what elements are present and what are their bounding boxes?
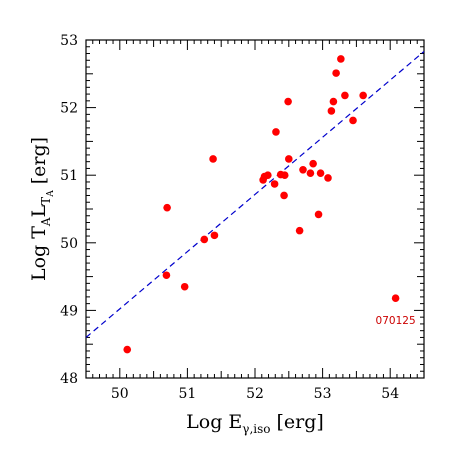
- y-tick-label: 51: [60, 168, 78, 184]
- data-point: [349, 116, 357, 125]
- x-tick-label: 54: [381, 386, 399, 402]
- data-point: [162, 271, 171, 280]
- y-tick-label: 53: [60, 33, 78, 49]
- data-point: [337, 55, 345, 63]
- data-point: [272, 128, 280, 136]
- data-point: [180, 282, 189, 291]
- data-point: [264, 171, 272, 179]
- x-tick-label: 51: [178, 386, 196, 402]
- data-point: [280, 191, 288, 200]
- y-axis-title: Log TALTA[erg]: [28, 137, 56, 281]
- y-tick-label: 50: [60, 236, 78, 252]
- y-tick-label: 52: [60, 101, 78, 117]
- data-point: [285, 155, 293, 163]
- data-point: [299, 165, 307, 174]
- data-point: [327, 107, 336, 115]
- data-point: [284, 97, 292, 106]
- data-points: [123, 55, 400, 354]
- data-point: [314, 210, 323, 219]
- data-point: [200, 235, 209, 244]
- data-point: [324, 174, 332, 182]
- data-point: [209, 155, 217, 163]
- plot-frame: [85, 39, 425, 379]
- fit-line: [85, 51, 425, 338]
- data-point: [210, 231, 219, 240]
- data-point: [270, 180, 279, 188]
- annotation-label: 070125: [376, 315, 416, 327]
- data-point: [341, 91, 349, 100]
- data-point: [391, 294, 400, 303]
- data-point: [163, 203, 171, 212]
- y-tick-label: 49: [60, 303, 78, 319]
- data-point: [316, 169, 325, 177]
- x-tick-label: 52: [246, 386, 264, 402]
- data-point: [123, 345, 132, 354]
- data-point: [309, 159, 317, 168]
- data-point: [306, 169, 315, 177]
- data-point: [295, 226, 304, 235]
- tick-labels: 50 51 52 53 54 48 49 50 51 52 53: [60, 33, 399, 402]
- axis-ticks: [85, 39, 425, 379]
- data-point: [359, 91, 367, 100]
- y-tick-label: 48: [60, 371, 78, 387]
- data-point: [280, 171, 289, 179]
- data-point: [332, 69, 340, 77]
- x-tick-label: 50: [111, 386, 129, 402]
- data-point: [329, 97, 338, 106]
- x-axis-title: Log Eγ,iso [erg]: [186, 411, 324, 436]
- x-tick-label: 53: [314, 386, 332, 402]
